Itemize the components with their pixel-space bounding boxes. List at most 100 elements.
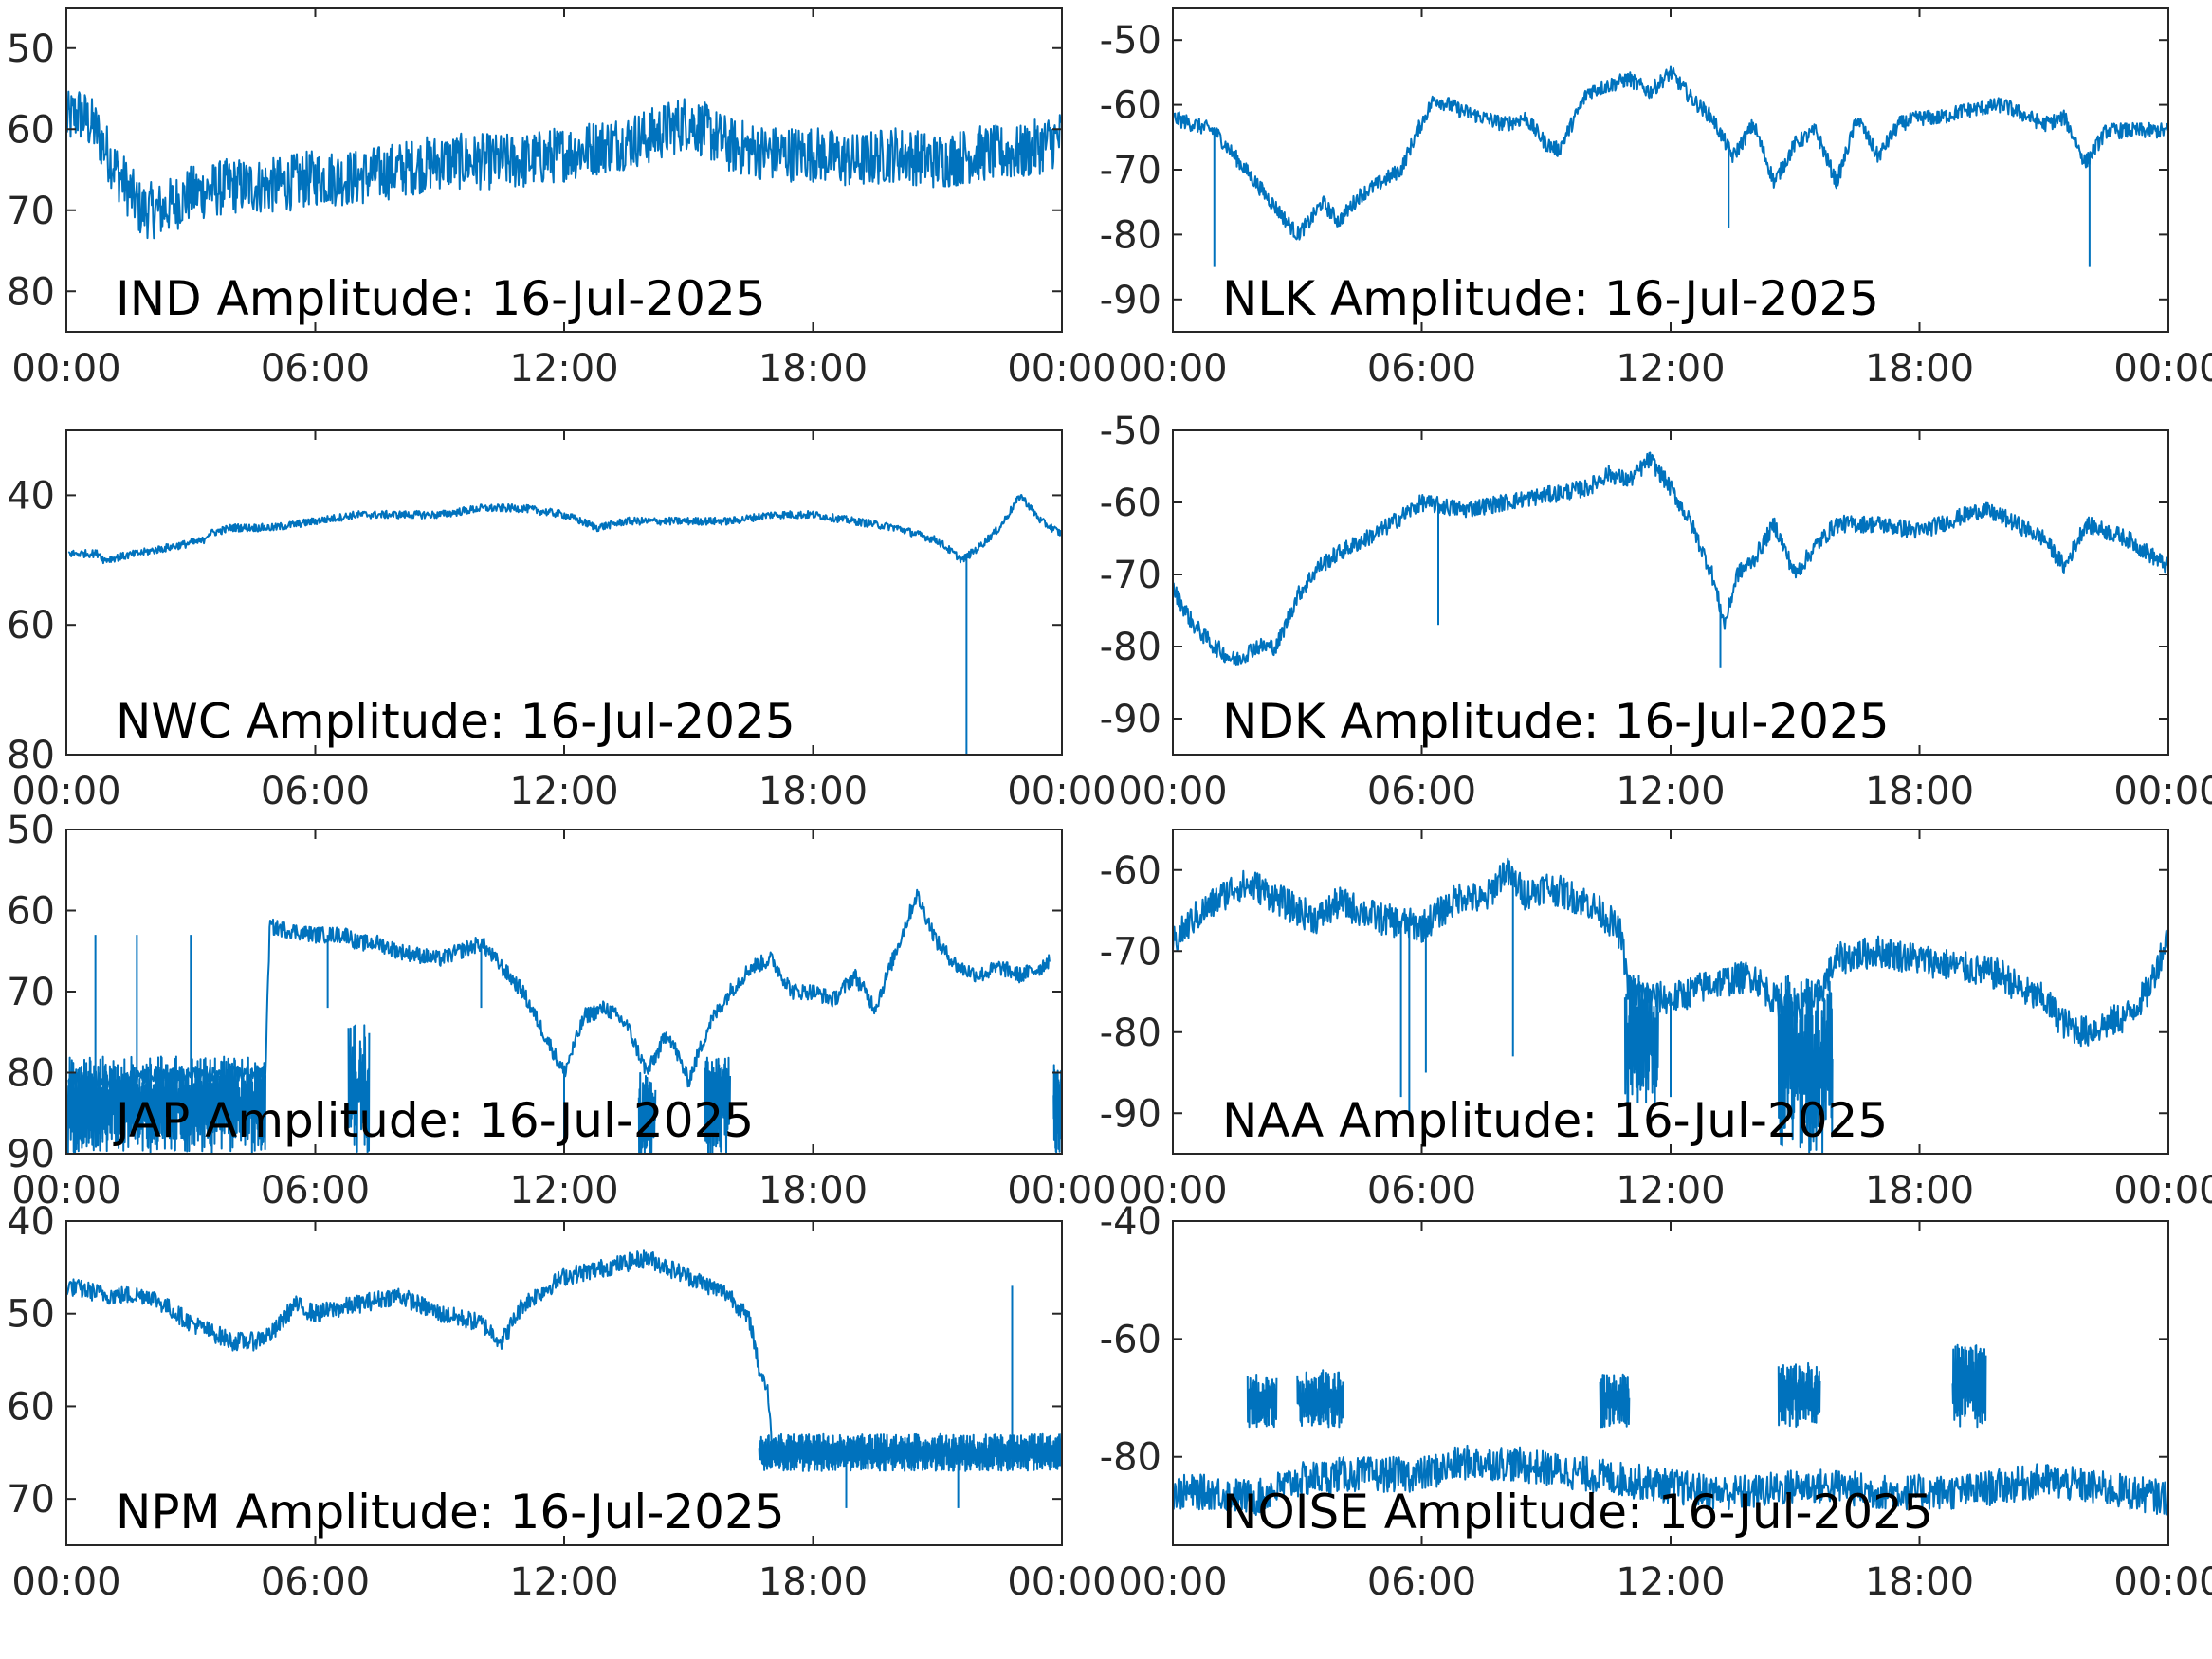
x-tick-label: 18:00: [759, 770, 868, 813]
x-tick-label: 18:00: [1865, 347, 1974, 391]
panel-7: 00:00 06:00 12:00 18:00 00:00 40 50 60 70 NPM Amp…: [7, 1200, 1117, 1604]
panel-4: 00:00 06:00 12:00 18:00 00:00 -50 -60 -70 -80 -90…: [1100, 410, 2212, 813]
x-tick-label: 12:00: [1616, 347, 1725, 391]
plot-area: [66, 90, 1062, 240]
noise-band: [1296, 1369, 1344, 1429]
panel-title: NAA Amplitude: 16-Jul-2025: [1222, 1093, 1888, 1148]
series-line: [1173, 857, 2168, 1048]
x-tick-label: 00:00: [11, 1560, 120, 1604]
noise-band: [637, 1071, 657, 1154]
panel-6: 00:00 06:00 12:00 18:00 00:00 -60 -70 -80 -90 NAA…: [1100, 829, 2212, 1212]
series-line: [66, 90, 1062, 240]
x-tick-label: 12:00: [509, 1560, 618, 1604]
x-tick-label: 00:00: [11, 770, 120, 813]
x-tick-label: 00:00: [2113, 347, 2212, 391]
y-tick-label: -90: [1100, 279, 1161, 322]
y-tick-label: 80: [7, 734, 55, 777]
panel-title: IND Amplitude: 16-Jul-2025: [116, 271, 766, 326]
y-tick-label: 70: [7, 190, 55, 233]
y-tick-label: 60: [7, 890, 55, 934]
series-line: [1173, 451, 2168, 666]
y-tick-label: -60: [1100, 482, 1161, 525]
x-tick-label: 00:00: [1007, 770, 1116, 813]
y-tick-label: -50: [1100, 410, 1161, 453]
noise-band: [1951, 1343, 1987, 1429]
x-tick-label: 06:00: [1367, 347, 1476, 391]
y-tick-label: -90: [1100, 698, 1161, 741]
y-tick-label: -80: [1100, 213, 1161, 257]
plot-area: [67, 494, 1062, 755]
x-tick-label: 18:00: [1865, 770, 1974, 813]
y-tick-label: 80: [7, 270, 55, 314]
x-tick-label: 00:00: [2113, 1560, 2212, 1604]
y-tick-label: -70: [1100, 930, 1161, 974]
y-tick-label: 60: [7, 108, 55, 152]
x-tick-label: 00:00: [11, 1169, 120, 1212]
plot-area: [1173, 857, 2168, 1154]
panel-2: 00:00 06:00 12:00 18:00 00:00 -50 -60 -70 -80 -90…: [1100, 7, 2212, 391]
x-tick-label: 06:00: [1367, 1169, 1476, 1212]
panel-title: JAP Amplitude: 16-Jul-2025: [113, 1093, 754, 1148]
x-tick-label: 18:00: [759, 347, 868, 391]
y-tick-label: 90: [7, 1133, 55, 1176]
x-tick-label: 06:00: [1367, 1560, 1476, 1604]
x-tick-label: 18:00: [1865, 1169, 1974, 1212]
noise-band: [1777, 1361, 1821, 1428]
y-tick-label: -80: [1100, 1012, 1161, 1055]
x-tick-label: 00:00: [1007, 1169, 1116, 1212]
panel-3: 00:00 06:00 12:00 18:00 00:00 40 60 80 NWC Ampli…: [7, 429, 1117, 813]
x-tick-label: 06:00: [261, 1560, 370, 1604]
plot-area: [1173, 1343, 2168, 1516]
noise-band: [1052, 1064, 1062, 1154]
y-tick-label: 50: [7, 1293, 55, 1337]
plot-area: [66, 888, 1062, 1154]
x-tick-label: 12:00: [509, 770, 618, 813]
noise-band: [704, 1056, 731, 1154]
x-tick-label: 06:00: [1367, 770, 1476, 813]
x-tick-label: 12:00: [1616, 770, 1725, 813]
x-tick-label: 00:00: [1118, 770, 1227, 813]
x-tick-label: 00:00: [1007, 1560, 1116, 1604]
y-tick-label: 40: [7, 1200, 55, 1244]
y-tick-label: 50: [7, 809, 55, 852]
y-tick-label: 70: [7, 971, 55, 1014]
panel-title: NLK Amplitude: 16-Jul-2025: [1222, 271, 1879, 326]
y-tick-label: 50: [7, 27, 55, 71]
noise-band: [758, 1432, 1062, 1472]
panel-1: 00:00 06:00 12:00 18:00 00:00 50 60 70 80 IND Amp…: [7, 7, 1117, 391]
panel-5: 00:00 06:00 12:00 18:00 00:00 50 60 70 80 90 JAP A…: [7, 809, 1117, 1212]
panel-title: NOISE Amplitude: 16-Jul-2025: [1222, 1485, 1933, 1540]
x-tick-label: 00:00: [1118, 347, 1227, 391]
x-tick-label: 12:00: [1616, 1169, 1725, 1212]
x-tick-label: 00:00: [2113, 1169, 2212, 1212]
y-tick-label: -90: [1100, 1092, 1161, 1136]
series-line: [67, 494, 1062, 565]
plot-area: [66, 1249, 1062, 1508]
y-tick-label: -50: [1100, 19, 1161, 63]
y-tick-label: -60: [1100, 84, 1161, 128]
x-tick-label: 18:00: [759, 1169, 868, 1212]
x-tick-label: 00:00: [1118, 1560, 1227, 1604]
y-tick-label: -80: [1100, 626, 1161, 669]
x-tick-label: 12:00: [1616, 1560, 1725, 1604]
y-tick-label: -80: [1100, 1436, 1161, 1480]
y-tick-label: -70: [1100, 149, 1161, 192]
series-line: [1173, 65, 2168, 241]
y-tick-label: 60: [7, 1385, 55, 1429]
y-tick-label: -40: [1100, 1200, 1161, 1244]
noise-band: [1599, 1373, 1631, 1429]
y-tick-label: -60: [1100, 1318, 1161, 1361]
y-tick-label: 80: [7, 1052, 55, 1096]
x-tick-label: 18:00: [759, 1560, 868, 1604]
y-tick-label: 60: [7, 604, 55, 647]
series-line: [1173, 1444, 2168, 1516]
y-tick-label: 70: [7, 1478, 55, 1522]
x-tick-label: 18:00: [1865, 1560, 1974, 1604]
panel-8: 00:00 06:00 12:00 18:00 00:00 -40 -60 -80 NOISE …: [1100, 1200, 2212, 1604]
x-tick-label: 12:00: [509, 347, 618, 391]
noise-band: [1623, 975, 1659, 1105]
x-tick-label: 00:00: [1118, 1169, 1227, 1212]
y-tick-label: 40: [7, 474, 55, 518]
noise-band: [1777, 975, 1834, 1154]
